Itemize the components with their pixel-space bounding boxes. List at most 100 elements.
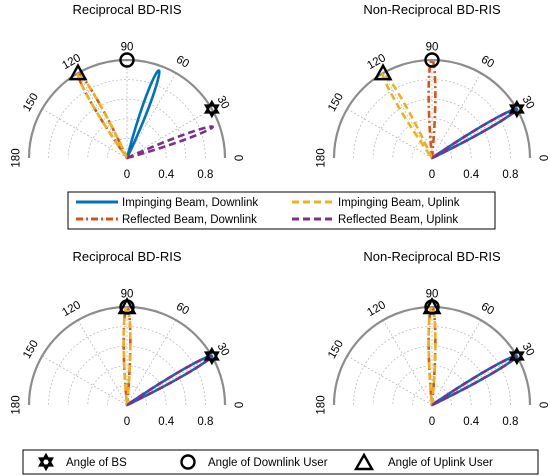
theta-tick-label: 180 xyxy=(315,395,327,414)
legend-label-downlink-user: Angle of Downlink User xyxy=(208,457,328,469)
hexagram-icon xyxy=(38,452,54,472)
beam-impinging-beam-uplink xyxy=(381,71,434,160)
panel-title: Reciprocal BD-RIS xyxy=(72,249,181,264)
grid-arc xyxy=(372,98,492,159)
beam-impinging-beam-uplink xyxy=(76,71,129,160)
r-tick-label: 0 xyxy=(124,416,130,428)
theta-tick-label: 0 xyxy=(232,402,244,408)
legend-label-bs: Angle of BS xyxy=(66,457,127,469)
r-tick-label: 0.4 xyxy=(463,416,480,428)
r-tick-label: 0.8 xyxy=(197,169,213,181)
beam-impinging-beam-uplink xyxy=(427,305,437,407)
triangle-icon xyxy=(68,63,88,81)
grid-spoke xyxy=(431,319,482,406)
theta-tick-label: 120 xyxy=(365,299,388,319)
theta-tick-label: 60 xyxy=(479,301,496,318)
r-tick-label: 0.8 xyxy=(502,416,518,428)
r-tick-label: 0 xyxy=(124,169,130,181)
beam-reflected-beam-uplink xyxy=(430,107,519,160)
theta-tick-label: 0 xyxy=(537,155,549,161)
grid-arc xyxy=(353,326,511,406)
grid-arc xyxy=(353,79,511,159)
theta-tick-label: 180 xyxy=(10,148,22,167)
theta-tick-label: 0 xyxy=(232,155,244,161)
triangle-icon xyxy=(353,452,375,471)
beam-reflected-beam-uplink xyxy=(430,354,519,407)
theta-tick-label: 60 xyxy=(479,54,496,71)
grid-arc xyxy=(412,385,452,406)
grid-spoke xyxy=(382,319,433,406)
theta-tick-label: 120 xyxy=(60,299,83,319)
r-tick-label: 0 xyxy=(429,416,435,428)
polar-panel-4: 0 30 60 90 120 150 180 0 0.4 0.8 Non-Reciprocal BD… xyxy=(315,249,548,428)
panel-title: Non-Reciprocal BD-RIS xyxy=(363,249,501,264)
theta-tick-label: 30 xyxy=(520,94,537,111)
grid-spoke xyxy=(126,108,213,159)
theta-tick-label: 150 xyxy=(21,91,41,114)
grid-arc xyxy=(107,138,147,159)
hexagram-icon xyxy=(203,346,220,366)
marker-legend: Angle of BS Angle of Downlink User Angle… xyxy=(22,449,539,475)
grid-arc xyxy=(67,345,187,406)
grid-arc xyxy=(107,385,147,406)
theta-tick-label: 180 xyxy=(10,395,22,414)
r-tick-label: 0.8 xyxy=(197,416,213,428)
circle-icon xyxy=(119,52,135,68)
beam-reflected-beam-uplink xyxy=(125,354,214,407)
theta-tick-label: 150 xyxy=(326,338,346,361)
grid-arc xyxy=(372,345,492,406)
grid-spoke xyxy=(346,355,433,406)
marker-legend-box xyxy=(22,449,539,475)
grid-spoke xyxy=(126,72,177,159)
polar-panels: 0 30 60 90 120 150 180 0 0.4 0.8 Reciprocal BD-RIS… xyxy=(10,2,548,428)
beam-reflected-beam-uplink xyxy=(125,125,214,160)
theta-tick-label: 90 xyxy=(121,41,134,53)
theta-tick-label: 150 xyxy=(21,338,41,361)
r-tick-label: 0.4 xyxy=(463,169,480,181)
grid-spoke xyxy=(126,319,177,406)
line-legend: Impinging Beam, Downlink Impinging Beam,… xyxy=(67,191,496,230)
beam-impinging-beam-uplink xyxy=(122,305,132,407)
legend-label-reflected-uplink: Reflected Beam, Uplink xyxy=(338,214,458,226)
theta-tick-label: 150 xyxy=(326,91,346,114)
circle-icon xyxy=(180,454,196,470)
circle-icon xyxy=(424,52,440,68)
grid-spoke xyxy=(431,72,482,159)
polar-panel-3: 0 30 60 90 120 150 180 0 0.4 0.8 Reciprocal BD-RIS xyxy=(10,249,243,428)
hexagram-shape xyxy=(38,452,54,472)
grid-spoke xyxy=(77,319,128,406)
grid-arc xyxy=(48,79,206,159)
theta-tick-label: 30 xyxy=(215,341,232,358)
theta-tick-label: 0 xyxy=(537,402,549,408)
r-tick-label: 0.4 xyxy=(158,416,175,428)
theta-tick-label: 90 xyxy=(121,288,134,300)
beam-reflected-beam-downlink xyxy=(427,58,437,160)
triangle-icon xyxy=(373,63,393,81)
theta-tick-label: 90 xyxy=(426,41,439,53)
hexagram-icon xyxy=(203,99,220,119)
grid-spoke xyxy=(382,72,433,159)
legend-label-uplink-user: Angle of Uplink User xyxy=(388,457,493,469)
hexagram-icon xyxy=(508,99,525,119)
grid-spoke xyxy=(41,108,128,159)
theta-tick-label: 60 xyxy=(174,301,191,318)
panel-title: Reciprocal BD-RIS xyxy=(72,2,181,17)
triangle-icon xyxy=(422,297,442,315)
beam-impinging-beam-downlink xyxy=(125,69,161,160)
triangle-icon xyxy=(117,297,137,315)
grid-arc xyxy=(412,138,452,159)
r-tick-label: 0.8 xyxy=(502,169,518,181)
legend-label-impinging-downlink: Impinging Beam, Downlink xyxy=(122,197,258,209)
line-legend-box xyxy=(67,191,496,230)
grid-spoke xyxy=(41,355,128,406)
hexagram-icon xyxy=(508,346,525,366)
theta-tick-label: 90 xyxy=(426,288,439,300)
grid-spoke xyxy=(346,108,433,159)
legend-label-impinging-uplink: Impinging Beam, Uplink xyxy=(338,197,460,209)
r-tick-label: 0 xyxy=(429,169,435,181)
panel-title: Non-Reciprocal BD-RIS xyxy=(363,2,501,17)
theta-tick-label: 180 xyxy=(315,148,327,167)
